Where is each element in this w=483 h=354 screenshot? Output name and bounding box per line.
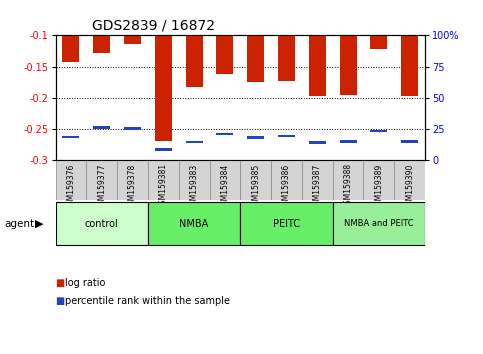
Text: ▶: ▶ <box>35 219 43 229</box>
Text: NMBA: NMBA <box>180 219 209 229</box>
Bar <box>364 160 394 200</box>
Bar <box>271 160 302 200</box>
Bar <box>340 140 356 143</box>
Bar <box>401 140 418 143</box>
Bar <box>56 202 148 245</box>
Text: GSM159376: GSM159376 <box>67 163 75 210</box>
Text: GSM159387: GSM159387 <box>313 163 322 210</box>
Bar <box>210 160 240 200</box>
Bar <box>185 35 202 86</box>
Bar <box>216 133 233 135</box>
Bar <box>93 35 110 53</box>
Bar <box>124 35 141 44</box>
Bar <box>333 160 364 200</box>
Bar <box>62 35 79 62</box>
Text: log ratio: log ratio <box>65 278 106 288</box>
Bar <box>394 160 425 200</box>
Bar <box>179 160 210 200</box>
Text: GSM159388: GSM159388 <box>343 163 353 210</box>
Text: ■: ■ <box>56 278 65 288</box>
Text: GSM159383: GSM159383 <box>190 163 199 210</box>
Bar <box>62 136 79 138</box>
Text: GSM159386: GSM159386 <box>282 163 291 210</box>
Text: GDS2839 / 16872: GDS2839 / 16872 <box>93 19 215 33</box>
Bar <box>309 141 326 144</box>
Text: PEITC: PEITC <box>273 219 300 229</box>
Bar <box>216 35 233 74</box>
Bar <box>240 160 271 200</box>
Bar <box>148 160 179 200</box>
Bar <box>401 35 418 96</box>
Bar <box>302 160 333 200</box>
Bar <box>333 202 425 245</box>
Bar <box>185 141 202 143</box>
Text: agent: agent <box>5 219 35 229</box>
Text: GSM159390: GSM159390 <box>405 163 414 210</box>
Text: ■: ■ <box>56 296 65 306</box>
Bar <box>309 35 326 96</box>
Bar <box>240 202 333 245</box>
Bar <box>370 35 387 49</box>
Bar <box>278 135 295 137</box>
Bar <box>117 160 148 200</box>
Bar <box>155 148 172 151</box>
Bar <box>56 160 86 200</box>
Bar <box>278 35 295 81</box>
Bar <box>247 136 264 139</box>
Text: NMBA and PEITC: NMBA and PEITC <box>344 219 413 228</box>
Bar <box>148 202 241 245</box>
Text: GSM159389: GSM159389 <box>374 163 384 210</box>
Bar <box>93 126 110 129</box>
Text: GSM159377: GSM159377 <box>97 163 106 210</box>
Text: control: control <box>85 219 119 229</box>
Text: GSM159381: GSM159381 <box>159 163 168 210</box>
Text: GSM159385: GSM159385 <box>251 163 260 210</box>
Text: GSM159384: GSM159384 <box>220 163 229 210</box>
Text: percentile rank within the sample: percentile rank within the sample <box>65 296 230 306</box>
Bar <box>247 35 264 82</box>
Bar <box>340 35 356 95</box>
Bar <box>370 130 387 132</box>
Bar <box>86 160 117 200</box>
Bar <box>155 35 172 141</box>
Bar <box>124 127 141 130</box>
Text: GSM159378: GSM159378 <box>128 163 137 210</box>
